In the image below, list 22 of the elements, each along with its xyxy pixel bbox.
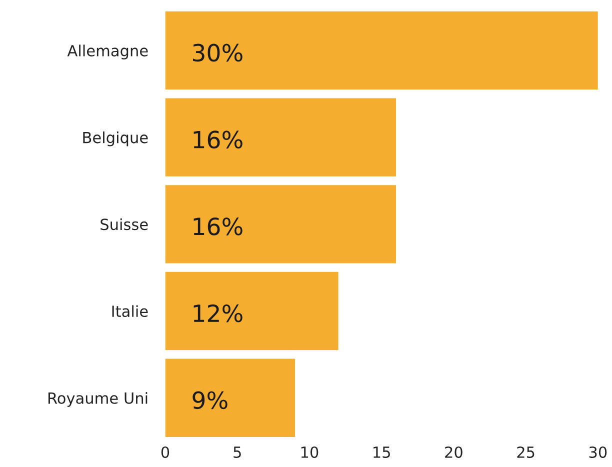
x-tick-label: 15 xyxy=(374,446,390,458)
x-tick-label: 5 xyxy=(234,446,241,458)
y-tick-label: Royaume Uni xyxy=(48,392,148,407)
bar xyxy=(165,98,396,176)
x-tick-label: 20 xyxy=(445,446,462,458)
bar xyxy=(165,185,396,264)
data-label: 16% xyxy=(194,130,242,148)
y-tick-label: Allemagne xyxy=(67,44,148,60)
x-tick-label: 0 xyxy=(161,446,170,458)
x-tick-label: 10 xyxy=(301,446,318,458)
bar xyxy=(165,11,598,90)
y-tick-label: Belgique xyxy=(83,131,148,146)
data-label: 9% xyxy=(192,391,228,410)
bar xyxy=(165,358,296,437)
bar xyxy=(165,272,338,350)
x-tick-label: 30 xyxy=(589,446,607,458)
y-tick-label: Suisse xyxy=(100,218,148,230)
y-tick-label: Italie xyxy=(112,305,148,318)
data-label: 16% xyxy=(194,217,242,236)
data-label: 12% xyxy=(194,304,242,322)
data-label: 30% xyxy=(193,44,242,62)
x-tick-label: 25 xyxy=(517,446,534,458)
